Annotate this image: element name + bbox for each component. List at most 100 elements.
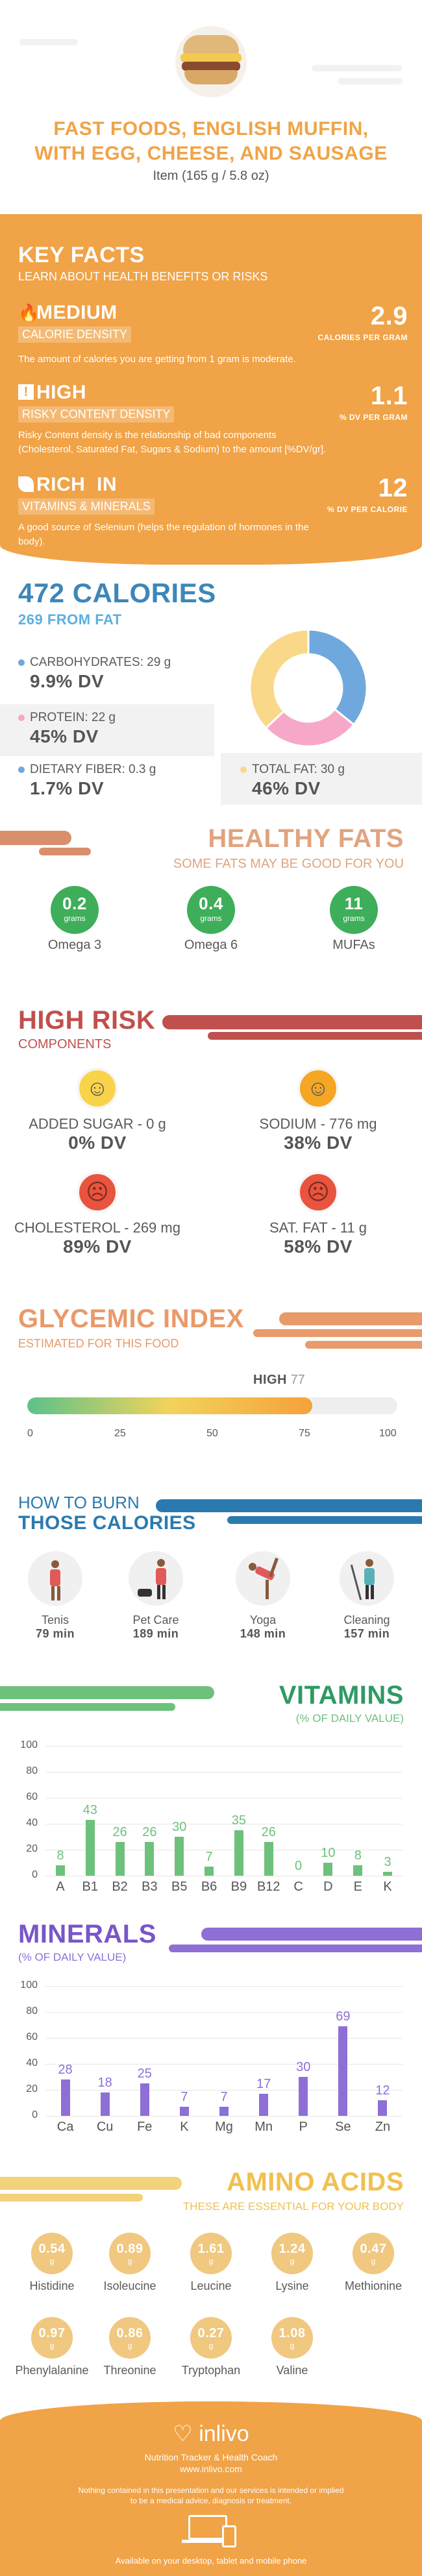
amino-title: AMINO ACIDS — [227, 2168, 404, 2196]
vitamin-bar-B5 — [175, 1837, 184, 1876]
fact-vitamins-minerals: RICH IN VITAMINS & MINERALS 12 % DV PER … — [18, 474, 408, 547]
mineral-bar-P — [299, 2077, 308, 2116]
mineral-gridline — [45, 2012, 403, 2013]
devices-icon — [182, 2515, 240, 2549]
decor-stripes — [0, 2177, 182, 2190]
vitamin-y-tick: 60 — [26, 1791, 38, 1802]
serving-size: Item (165 g / 5.8 oz) — [153, 169, 269, 183]
vitamin-bar-A — [55, 1865, 65, 1876]
mineral-y-tick: 20 — [26, 2083, 38, 2094]
key-facts-title: KEY FACTS — [18, 243, 145, 267]
glycemic-reading: HIGH 77 — [253, 1373, 305, 1387]
footer-brand: ♡ inlivo — [173, 2422, 249, 2446]
availability-note: Available on your desktop, tablet and mo… — [115, 2556, 307, 2566]
risk-sat-fat: ☹ SAT. FAT - 11 g 58% DV — [221, 1171, 416, 1257]
vitamin-value-label: 10 — [321, 1846, 336, 1860]
mineral-value-label: 18 — [97, 2076, 112, 2090]
donut-slice-carbs — [307, 628, 368, 726]
amino-item: 0.86 g Threonine — [88, 2317, 172, 2377]
mineral-value-label: 25 — [137, 2067, 152, 2081]
vitamin-category-label: B6 — [201, 1880, 217, 1894]
warning-icon: ! — [18, 384, 34, 400]
mineral-y-tick: 60 — [26, 2031, 38, 2042]
mineral-value-label: 28 — [58, 2063, 73, 2077]
amino-item: 0.27 g Tryptophan — [169, 2317, 253, 2377]
minerals-subtitle: (% OF DAILY VALUE) — [18, 1951, 127, 1963]
glycemic-fill — [27, 1397, 312, 1414]
risk-added-sugar: ☺ ADDED SUGAR - 0 g 0% DV — [0, 1068, 195, 1153]
vitamin-bar-D — [323, 1863, 333, 1876]
mineral-gridline — [45, 1986, 403, 1987]
vitamin-gridline — [45, 1746, 403, 1747]
burn-section: HOW TO BURN THOSE CALORIES Tenis 79 min … — [0, 1486, 422, 1668]
disclaimer-line2: to be a medical advice, diagnosis or tre… — [130, 2496, 292, 2505]
vitamin-category-label: B9 — [230, 1880, 247, 1894]
mineral-value-label: 30 — [296, 2060, 311, 2074]
minerals-title: MINERALS — [18, 1920, 156, 1948]
mineral-category-label: Zn — [375, 2120, 391, 2134]
page-title-line1: FAST FOODS, ENGLISH MUFFIN, — [53, 118, 369, 140]
mineral-category-label: K — [180, 2120, 189, 2134]
fire-icon: 🔥 — [18, 303, 40, 323]
mineral-bar-Fe — [140, 2083, 149, 2116]
vitamin-value-label: 35 — [231, 1813, 247, 1828]
footer-url[interactable]: www.inlivo.com — [180, 2464, 242, 2474]
neutral-face-icon: ☺ — [297, 1068, 339, 1109]
vitamin-value-label: 30 — [172, 1820, 187, 1834]
vitamin-bar-B2 — [115, 1842, 125, 1876]
amino-item: 0.97 g Phenylalanine — [10, 2317, 94, 2377]
high-risk-section: HIGH RISK COMPONENTS ☺ ADDED SUGAR - 0 g… — [0, 1006, 422, 1292]
vitamin-value-label: 8 — [56, 1848, 64, 1863]
vitamin-category-label: D — [323, 1880, 333, 1894]
high-risk-subtitle: COMPONENTS — [18, 1037, 112, 1051]
donut-slice-protein — [264, 707, 356, 748]
vitamin-value-label: 0 — [295, 1859, 303, 1873]
mineral-category-label: Ca — [56, 2120, 74, 2134]
amino-item: 1.08 g Valine — [250, 2317, 334, 2377]
mineral-bar-Mn — [259, 2094, 269, 2116]
yoga-pose-icon — [236, 1551, 290, 1606]
decor-stripes — [279, 1312, 422, 1325]
footer: ♡ inlivo Nutrition Tracker & Health Coac… — [0, 2401, 422, 2576]
vitamins-subtitle: (% OF DAILY VALUE) — [295, 1712, 404, 1724]
minerals-section: MINERALS (% OF DAILY VALUE) 0 20 40 60 80 100… — [0, 1915, 422, 2155]
glycemic-scale-bar — [27, 1397, 397, 1414]
healthy-fats-subtitle: SOME FATS MAY BE GOOD FOR YOU — [173, 857, 404, 871]
mineral-y-tick: 0 — [32, 2109, 38, 2120]
fat-item-omega3: 0.2 grams Omega 3 — [36, 886, 114, 953]
amino-item: 0.54 g Histidine — [10, 2233, 94, 2293]
mineral-category-label: Se — [335, 2120, 351, 2134]
decor-stripes — [156, 1499, 422, 1512]
mineral-category-label: Fe — [137, 2120, 153, 2134]
mineral-value-label: 12 — [375, 2083, 390, 2098]
mineral-value-label: 7 — [180, 2090, 188, 2104]
burn-item-pet-care: Pet Care 189 min — [120, 1551, 192, 1641]
vitamin-category-label: B2 — [112, 1880, 128, 1894]
decor-stripes — [0, 1686, 214, 1699]
mineral-y-tick: 40 — [26, 2057, 38, 2068]
decor-stripes — [0, 831, 71, 845]
mineral-y-tick: 80 — [26, 2006, 38, 2017]
vitamin-bar-B6 — [205, 1867, 214, 1876]
vitamin-bar-B1 — [85, 1820, 95, 1876]
vitamin-category-label: A — [56, 1880, 65, 1894]
amino-section: AMINO ACIDS THESE ARE ESSENTIAL FOR YOUR… — [0, 2168, 422, 2401]
healthy-fats-section: HEALTHY FATS SOME FATS MAY BE GOOD FOR Y… — [0, 824, 422, 980]
macro-donut-chart — [249, 628, 368, 748]
burn-item-cleaning: Cleaning 157 min — [331, 1551, 403, 1641]
mineral-value-label: 7 — [220, 2090, 228, 2104]
amino-item: 1.24 g Lysine — [250, 2233, 334, 2293]
calories-title: 472 CALORIES — [18, 578, 216, 608]
glycemic-subtitle: ESTIMATED FOR THIS FOOD — [18, 1337, 179, 1350]
vitamin-category-label: B3 — [142, 1880, 158, 1894]
footer-tagline: Nutrition Tracker & Health Coach — [144, 2452, 278, 2462]
vitamin-bar-B9 — [234, 1830, 243, 1876]
dog-walker-icon — [129, 1551, 183, 1606]
key-facts-subtitle: LEARN ABOUT HEALTH BENEFITS OR RISKS — [18, 270, 268, 283]
amino-item: 0.89 g Isoleucine — [88, 2233, 172, 2293]
sad-face-icon: ☹ — [297, 1171, 339, 1213]
amino-item: 1.61 g Leucine — [169, 2233, 253, 2293]
sad-face-icon: ☹ — [77, 1171, 118, 1213]
happy-face-icon: ☺ — [77, 1068, 118, 1109]
cleaning-icon — [340, 1551, 394, 1606]
